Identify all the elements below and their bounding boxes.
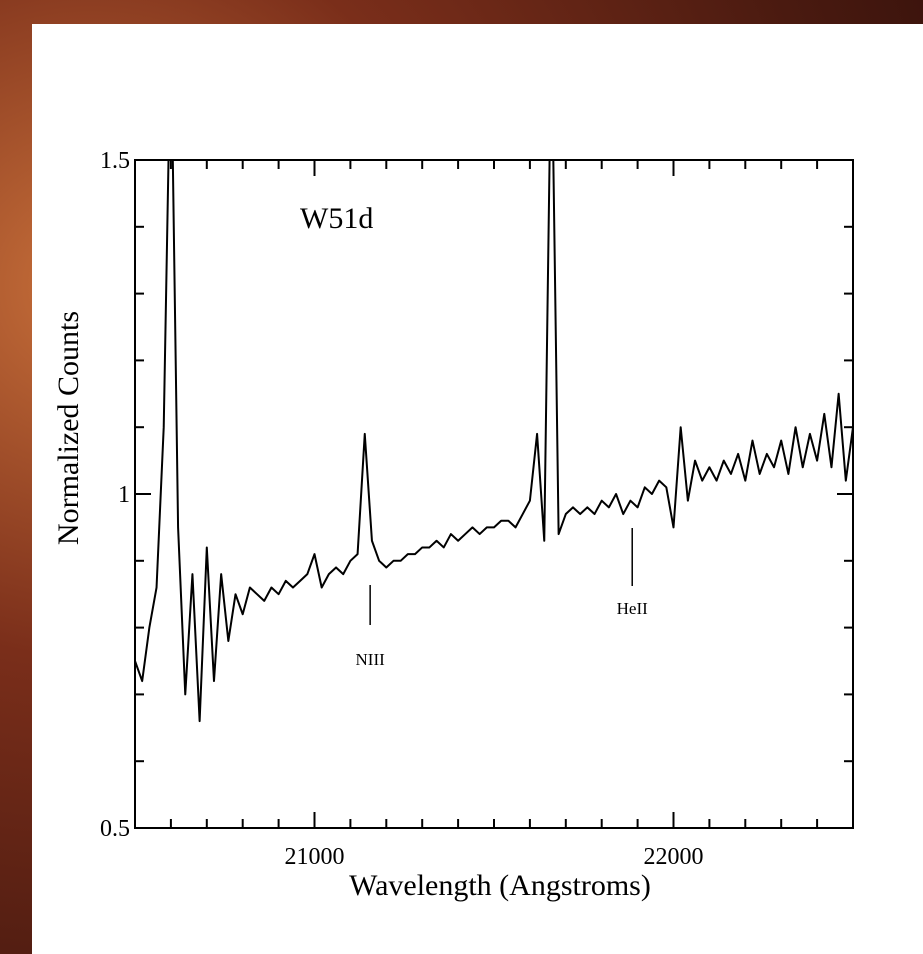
y-axis-label: Normalized Counts [52, 311, 85, 545]
x-tick-label: 21000 [285, 844, 345, 870]
chart-title: W51d [300, 202, 373, 235]
y-tick-label: 1.5 [100, 148, 130, 174]
plot-frame [134, 159, 854, 829]
annotation-label: NIII [356, 650, 386, 669]
y-tick-label: 0.5 [100, 816, 130, 842]
x-tick-label: 22000 [644, 844, 704, 870]
spectrum-line [135, 160, 853, 723]
x-axis-label: Wavelength (Angstroms) [349, 869, 651, 902]
plot-area [135, 160, 853, 723]
annotation-label: HeII [617, 599, 648, 618]
y-tick-label: 1 [118, 482, 130, 508]
background-panel [32, 24, 923, 954]
